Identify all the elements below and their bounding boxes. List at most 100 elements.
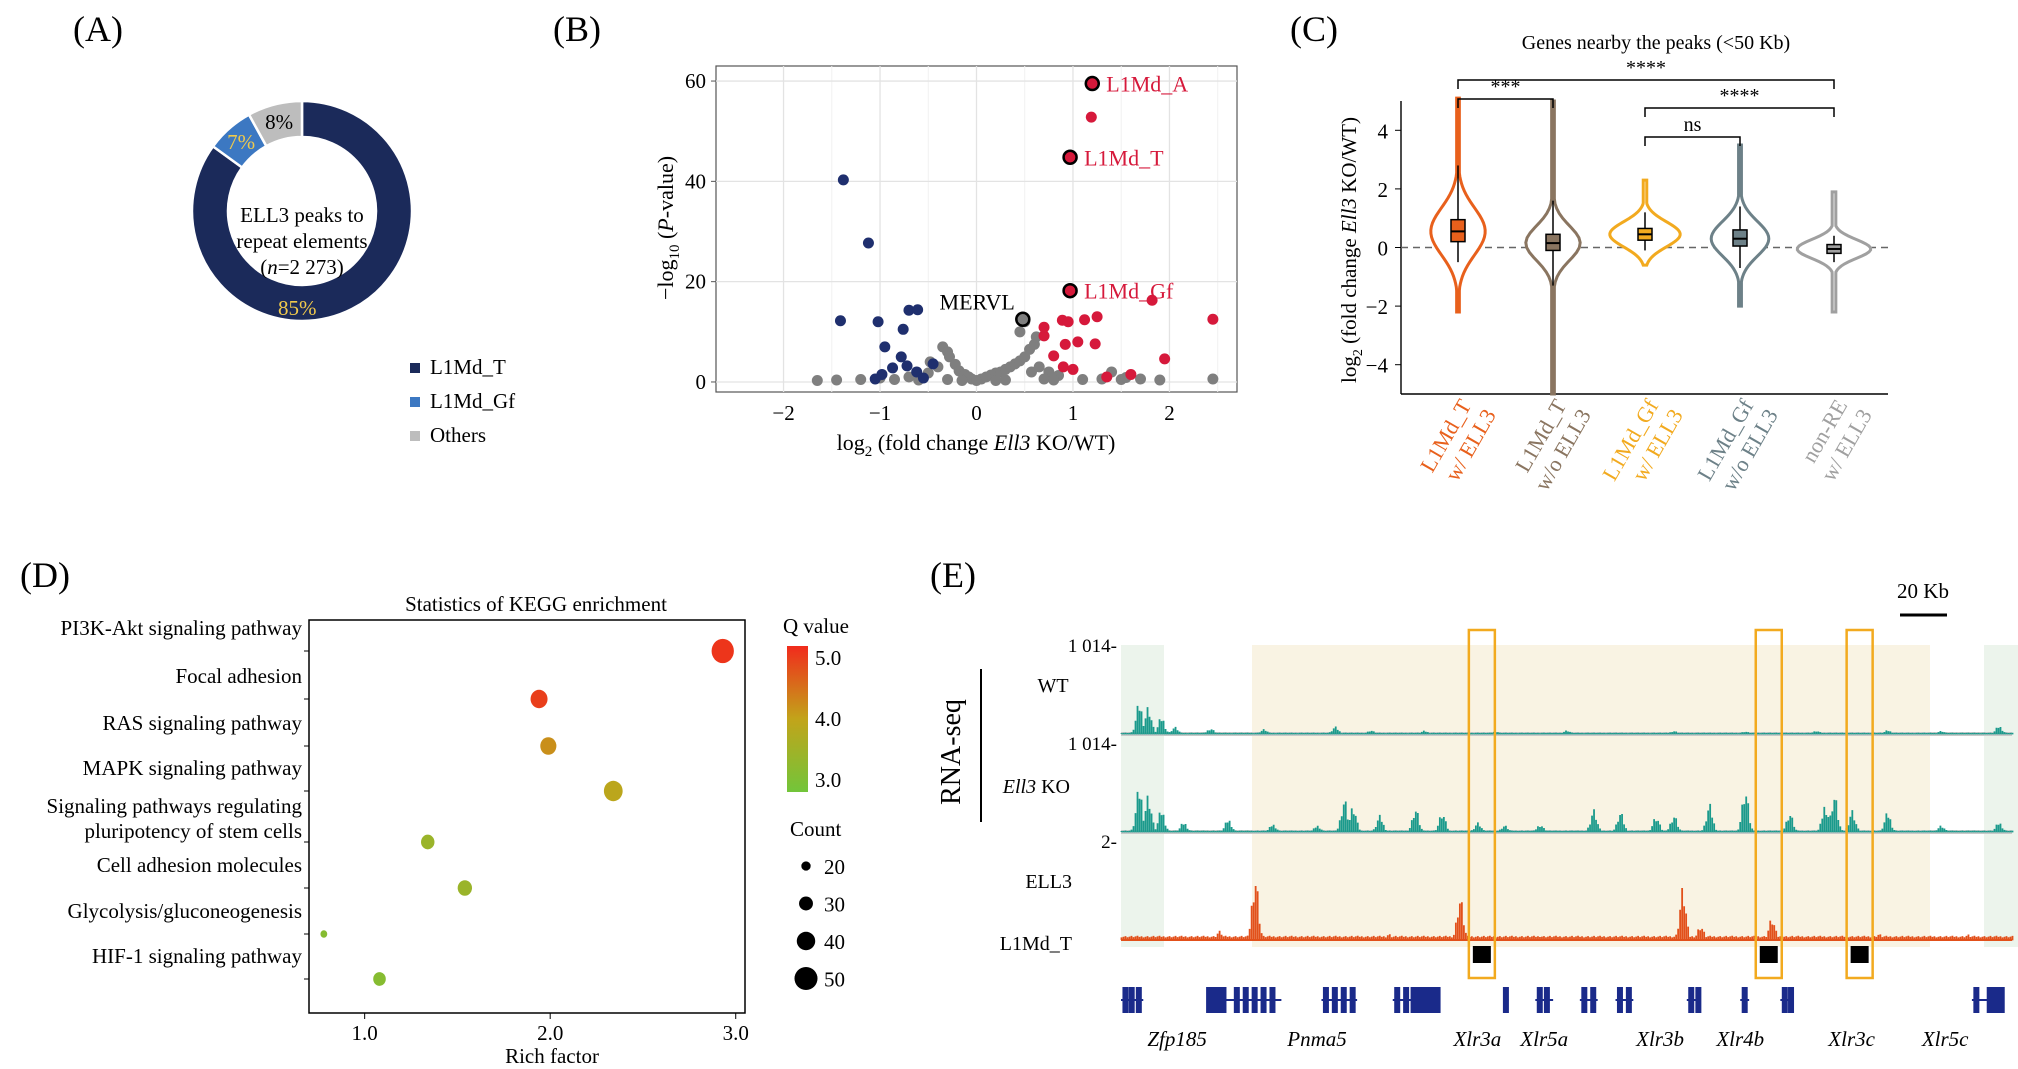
l1md-t-site bbox=[1759, 946, 1778, 963]
donut-center-line3: (n=2 273) bbox=[260, 255, 344, 279]
volcano-point-down bbox=[901, 360, 913, 372]
volcano-point-down bbox=[917, 372, 929, 384]
volcano-point-up bbox=[1101, 371, 1113, 383]
kegg-pathway-label: MAPK signaling pathway bbox=[83, 756, 303, 780]
volcano-point-down bbox=[862, 237, 874, 249]
sig-label-3: ns bbox=[1684, 114, 1702, 136]
gene-exon bbox=[1688, 987, 1695, 1013]
sig-bracket-0 bbox=[1457, 98, 1554, 108]
volcano-point-up bbox=[1059, 338, 1071, 350]
track-scale-ko: 1 014- bbox=[1068, 734, 1117, 755]
kegg-x-axis-label: Rich factor bbox=[505, 1044, 599, 1068]
count-legend-label: 40 bbox=[824, 930, 845, 954]
violin-y-tick: −2 bbox=[1366, 295, 1388, 319]
gene-exon bbox=[1331, 987, 1338, 1013]
volcano-highlight-label: MERVL bbox=[940, 289, 1015, 314]
kegg-pathway-label: RAS signaling pathway bbox=[103, 711, 303, 735]
volcano-point-up bbox=[1146, 294, 1158, 306]
volcano-highlight-label: L1Md_A bbox=[1106, 72, 1188, 97]
volcano-point-down bbox=[912, 304, 924, 316]
volcano-grid bbox=[716, 66, 1237, 392]
volcano-point-down bbox=[834, 315, 846, 327]
gene-exon bbox=[1394, 987, 1401, 1013]
volcano-point-neutral bbox=[999, 374, 1011, 386]
kegg-pathway-label: Focal adhesion bbox=[175, 664, 302, 688]
highlight-box bbox=[1754, 628, 1784, 980]
volcano-point-neutral bbox=[990, 374, 1002, 386]
volcano-point-neutral bbox=[1014, 326, 1026, 338]
volcano-point-neutral bbox=[1077, 373, 1089, 385]
scale-bar-label: 20 Kb bbox=[1897, 579, 1949, 603]
kegg-x-tick-labels: 1.0 2.0 3.0 bbox=[352, 1013, 749, 1045]
volcano-point-up bbox=[1125, 368, 1137, 380]
gene-exon bbox=[1625, 987, 1632, 1013]
kegg-pathway-label: Glycolysis/gluconeogenesis bbox=[68, 899, 302, 923]
kegg-title: Statistics of KEGG enrichment bbox=[405, 592, 667, 616]
volcano-point-neutral bbox=[943, 351, 955, 363]
gene-exon bbox=[1543, 987, 1550, 1013]
gene-exon bbox=[1135, 987, 1142, 1013]
violins bbox=[1429, 96, 1873, 396]
kegg-bubble bbox=[320, 930, 328, 938]
gene-labels: Zfp185 Pnma5 Xlr3a Xlr5a Xlr3b Xlr4b Xlr3c Xlr5… bbox=[1147, 1027, 1969, 1051]
volcano-point-up bbox=[1079, 314, 1091, 326]
count-legend-dot bbox=[799, 896, 813, 911]
panel-e-genome-browser: 20 Kb 1 014- 1 014- 2- RNA-seq WT Ell3 K… bbox=[936, 579, 2018, 1051]
volcano-point-neutral bbox=[956, 374, 968, 386]
sig-label-2: **** bbox=[1720, 85, 1760, 107]
sig-bracket-1 bbox=[1457, 79, 1835, 89]
legend-label: L1Md_Gf bbox=[430, 389, 515, 413]
volcano-point-down bbox=[879, 341, 891, 353]
donut-slice-label: 7% bbox=[227, 130, 255, 154]
violin-y-axis-label: log2 (fold change Ell3 KO/WT) bbox=[1337, 117, 1366, 383]
kegg-x-tick: 2.0 bbox=[537, 1021, 563, 1045]
gene-exon bbox=[1741, 987, 1748, 1013]
x-tick: −2 bbox=[772, 401, 794, 425]
violin-tick-labels: −4 −2 0 2 4 bbox=[1366, 119, 1401, 378]
region-shade-left bbox=[1121, 645, 1164, 947]
count-legend-dot bbox=[801, 861, 811, 871]
sig-bracket-2 bbox=[1644, 107, 1835, 117]
donut-center-line1: ELL3 peaks to bbox=[240, 203, 364, 227]
volcano-point-down bbox=[895, 351, 907, 363]
gene-exon bbox=[1269, 987, 1276, 1013]
volcano-point-up bbox=[1057, 361, 1069, 373]
volcano-point-neutral bbox=[1048, 374, 1060, 386]
volcano-point-neutral bbox=[1135, 373, 1147, 385]
track-signal-ko bbox=[1120, 791, 2014, 833]
volcano-point-down bbox=[837, 174, 849, 186]
panel-label-e: (E) bbox=[930, 555, 976, 595]
volcano-point-up bbox=[1038, 321, 1050, 333]
kegg-pathway-label: PI3K-Akt signaling pathway bbox=[61, 616, 303, 640]
count-legend: 20 30 40 50 bbox=[794, 855, 845, 992]
gene-exon-block bbox=[1206, 987, 1227, 1013]
volcano-point-up bbox=[1085, 111, 1097, 123]
gene-models bbox=[1121, 987, 2005, 1013]
kegg-bubble bbox=[603, 780, 623, 802]
gene-exon bbox=[1590, 987, 1597, 1013]
signal-tracks bbox=[1120, 705, 2014, 941]
gene-label: Xlr4b bbox=[1715, 1027, 1764, 1051]
volcano-y-axis-label: −log10 (P-value) bbox=[653, 156, 683, 300]
legend-label: Others bbox=[430, 423, 486, 447]
gene-exon bbox=[1502, 987, 1509, 1013]
q-legend-label: 5.0 bbox=[815, 646, 841, 670]
kegg-bubbles bbox=[320, 638, 734, 986]
panel-c-violin: Genes nearby the peaks (<50 Kb) −4−2024 … bbox=[1337, 32, 1888, 495]
gene-exon bbox=[1251, 987, 1258, 1013]
kegg-bubble bbox=[711, 638, 734, 664]
violin-group-label-1: L1Md_Tw/o ELL3 bbox=[1510, 395, 1596, 495]
volcano-point-up bbox=[1072, 336, 1084, 348]
gene-label: Xlr3b bbox=[1635, 1027, 1684, 1051]
volcano-point-neutral bbox=[811, 374, 823, 386]
legend-swatch-1 bbox=[410, 397, 420, 407]
gene-label: Zfp185 bbox=[1147, 1027, 1207, 1051]
kegg-plot-frame bbox=[308, 619, 746, 1014]
donut-slice-label: 85% bbox=[278, 296, 317, 320]
violin-group-label-3: L1Md_Gfw/o ELL3 bbox=[1692, 394, 1783, 494]
volcano-point-neutral bbox=[942, 373, 954, 385]
sig-label-1: **** bbox=[1626, 57, 1666, 79]
volcano-highlight-point bbox=[1062, 282, 1078, 299]
gene-exon bbox=[1349, 987, 1356, 1013]
